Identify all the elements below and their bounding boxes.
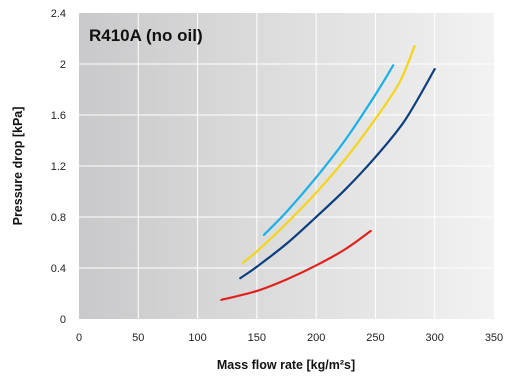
x-tick-label: 350 bbox=[485, 332, 503, 344]
series-group bbox=[220, 45, 436, 301]
x-tick-label: 150 bbox=[248, 332, 266, 344]
y-tick-label: 2.4 bbox=[51, 8, 66, 20]
x-tick-label: 200 bbox=[307, 332, 325, 344]
x-tick-label: 300 bbox=[426, 332, 444, 344]
series-line-3 bbox=[239, 68, 436, 280]
series-line-1 bbox=[262, 64, 395, 236]
series-line-2 bbox=[241, 45, 416, 264]
y-tick-label: 1.2 bbox=[51, 161, 66, 173]
plot-title: R410A (no oil) bbox=[89, 26, 203, 45]
y-axis-title: Pressure drop [kPa] bbox=[11, 107, 25, 226]
x-axis-title: Mass flow rate [kg/m²s] bbox=[217, 358, 355, 372]
grid-lines bbox=[79, 13, 494, 319]
y-tick-label: 0.8 bbox=[51, 212, 66, 224]
y-tick-label: 1.6 bbox=[51, 110, 66, 122]
x-tick-label: 50 bbox=[132, 332, 144, 344]
y-tick-label: 2 bbox=[60, 59, 66, 71]
y-tick-label: 0 bbox=[60, 314, 66, 326]
x-tick-labels: 0 50 100 150 200 250 300 350 bbox=[76, 332, 503, 344]
y-tick-label: 0.4 bbox=[51, 263, 66, 275]
y-tick-labels: 0 0.4 0.8 1.2 1.6 2 2.4 bbox=[51, 8, 66, 326]
series-line-4 bbox=[220, 229, 372, 301]
x-tick-label: 0 bbox=[76, 332, 82, 344]
x-tick-label: 250 bbox=[366, 332, 384, 344]
x-tick-label: 100 bbox=[188, 332, 206, 344]
